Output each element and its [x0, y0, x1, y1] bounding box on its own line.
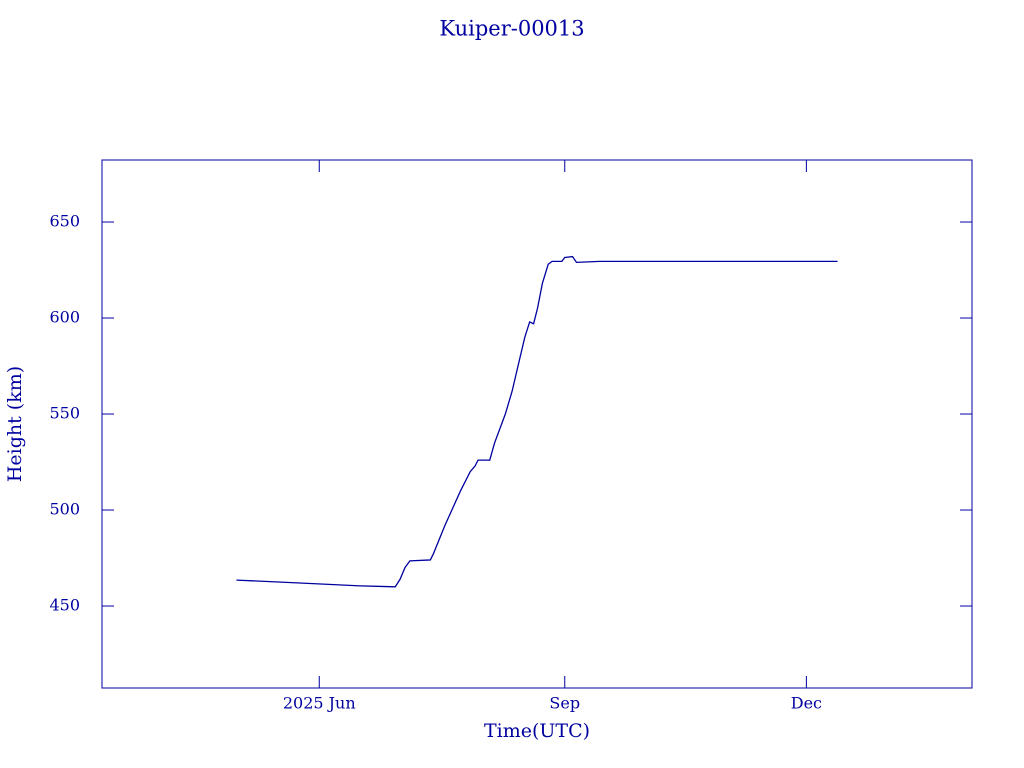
x-tick-label: Sep [549, 694, 580, 713]
x-axis-label: Time(UTC) [484, 720, 590, 742]
y-tick-label: 650 [49, 212, 80, 231]
y-tick-label: 550 [49, 404, 80, 423]
chart-title: Kuiper-00013 [439, 17, 584, 41]
x-tick-label: Dec [791, 694, 822, 713]
y-axis-label: Height (km) [4, 366, 26, 482]
x-tick-label: 2025 Jun [283, 694, 356, 713]
y-tick-label: 600 [49, 308, 80, 327]
y-tick-label: 500 [49, 500, 80, 519]
y-tick-label: 450 [49, 596, 80, 615]
data-line [236, 255, 838, 588]
plot-frame [101, 159, 973, 689]
